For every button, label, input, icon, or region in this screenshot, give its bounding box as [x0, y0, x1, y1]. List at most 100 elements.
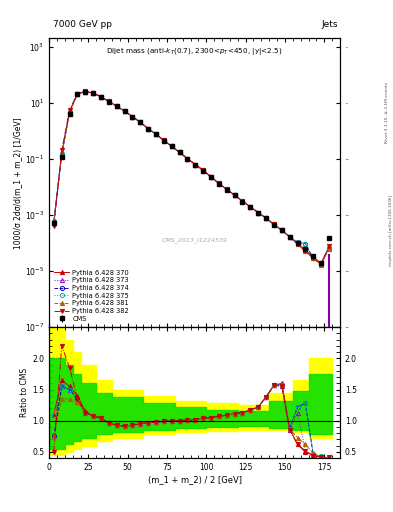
Pythia 6.428 370	[107, 98, 111, 104]
Pythia 6.428 374	[107, 98, 111, 104]
Pythia 6.428 370	[185, 156, 190, 162]
Pythia 6.428 382	[279, 227, 284, 233]
Pythia 6.428 370	[295, 241, 300, 247]
Pythia 6.428 382	[193, 161, 198, 167]
Pythia 6.428 381	[311, 255, 316, 262]
Pythia 6.428 373	[99, 94, 103, 100]
Pythia 6.428 382	[248, 204, 253, 210]
Pythia 6.428 375	[83, 89, 88, 95]
Pythia 6.428 373	[319, 261, 323, 267]
Pythia 6.428 370	[272, 221, 276, 227]
Pythia 6.428 382	[185, 156, 190, 162]
Pythia 6.428 374	[177, 150, 182, 156]
Pythia 6.428 382	[224, 186, 229, 193]
Pythia 6.428 373	[185, 156, 190, 162]
Pythia 6.428 375	[177, 150, 182, 156]
Pythia 6.428 374	[232, 192, 237, 198]
Legend: Pythia 6.428 370, Pythia 6.428 373, Pythia 6.428 374, Pythia 6.428 375, Pythia 6: Pythia 6.428 370, Pythia 6.428 373, Pyth…	[52, 268, 131, 324]
Pythia 6.428 382	[256, 209, 261, 216]
Pythia 6.428 373	[107, 98, 111, 104]
Pythia 6.428 381	[248, 204, 253, 210]
Pythia 6.428 375	[327, 245, 331, 251]
Pythia 6.428 373	[67, 109, 72, 115]
Pythia 6.428 374	[138, 119, 143, 125]
Pythia 6.428 375	[122, 108, 127, 114]
Pythia 6.428 373	[303, 247, 308, 253]
Pythia 6.428 381	[224, 186, 229, 193]
Pythia 6.428 381	[122, 108, 127, 114]
Pythia 6.428 374	[114, 103, 119, 109]
Pythia 6.428 370	[114, 103, 119, 109]
Pythia 6.428 374	[272, 221, 276, 227]
Pythia 6.428 382	[311, 255, 316, 261]
Pythia 6.428 373	[59, 152, 64, 158]
Pythia 6.428 373	[240, 198, 245, 204]
Pythia 6.428 370	[67, 109, 72, 115]
Text: CMS_2013_I1224539: CMS_2013_I1224539	[162, 238, 228, 243]
Pythia 6.428 374	[162, 137, 166, 143]
Pythia 6.428 382	[209, 174, 213, 180]
Pythia 6.428 370	[311, 254, 316, 260]
Pythia 6.428 370	[51, 218, 56, 224]
Pythia 6.428 370	[162, 137, 166, 143]
Pythia 6.428 382	[295, 241, 300, 247]
Pythia 6.428 382	[217, 180, 221, 186]
Pythia 6.428 373	[83, 89, 88, 95]
Pythia 6.428 373	[224, 186, 229, 193]
Pythia 6.428 382	[107, 98, 111, 104]
Pythia 6.428 381	[264, 215, 268, 221]
Pythia 6.428 373	[51, 219, 56, 225]
Pythia 6.428 382	[169, 143, 174, 150]
Pythia 6.428 374	[130, 114, 135, 120]
Pythia 6.428 381	[51, 220, 56, 226]
Pythia 6.428 375	[114, 103, 119, 109]
Pythia 6.428 373	[287, 234, 292, 240]
Pythia 6.428 370	[240, 198, 245, 204]
Pythia 6.428 370	[303, 247, 308, 253]
Pythia 6.428 375	[91, 90, 95, 96]
Pythia 6.428 381	[75, 91, 80, 97]
Pythia 6.428 375	[209, 174, 213, 180]
Pythia 6.428 381	[217, 180, 221, 186]
Pythia 6.428 382	[122, 108, 127, 114]
Pythia 6.428 382	[201, 167, 206, 174]
Pythia 6.428 375	[240, 198, 245, 204]
Pythia 6.428 374	[169, 143, 174, 150]
Pythia 6.428 375	[248, 204, 253, 210]
Pythia 6.428 373	[146, 125, 151, 132]
Pythia 6.428 370	[177, 150, 182, 156]
Pythia 6.428 375	[303, 241, 308, 247]
Pythia 6.428 374	[185, 156, 190, 162]
Pythia 6.428 382	[272, 221, 276, 227]
Pythia 6.428 373	[114, 103, 119, 109]
Pythia 6.428 374	[201, 167, 206, 174]
Pythia 6.428 381	[201, 167, 206, 174]
Pythia 6.428 375	[201, 167, 206, 174]
Pythia 6.428 381	[240, 198, 245, 204]
Pythia 6.428 375	[51, 218, 56, 224]
Pythia 6.428 373	[264, 215, 268, 221]
Pythia 6.428 374	[287, 233, 292, 240]
Pythia 6.428 382	[51, 223, 56, 229]
Pythia 6.428 381	[91, 90, 95, 96]
Pythia 6.428 375	[224, 186, 229, 193]
Pythia 6.428 373	[193, 161, 198, 167]
Pythia 6.428 375	[185, 156, 190, 162]
Pythia 6.428 373	[248, 204, 253, 210]
Pythia 6.428 381	[59, 152, 64, 158]
Pythia 6.428 375	[146, 125, 151, 132]
Pythia 6.428 382	[99, 94, 103, 100]
Pythia 6.428 374	[99, 94, 103, 100]
Pythia 6.428 373	[232, 192, 237, 198]
Pythia 6.428 382	[264, 215, 268, 221]
Pythia 6.428 370	[319, 260, 323, 266]
Pythia 6.428 381	[209, 174, 213, 180]
Pythia 6.428 375	[319, 261, 323, 267]
Pythia 6.428 370	[217, 180, 221, 186]
Pythia 6.428 370	[232, 192, 237, 198]
Pythia 6.428 382	[162, 137, 166, 143]
Pythia 6.428 370	[201, 167, 206, 174]
Pythia 6.428 373	[169, 143, 174, 150]
Pythia 6.428 381	[319, 262, 323, 268]
Pythia 6.428 382	[138, 119, 143, 125]
